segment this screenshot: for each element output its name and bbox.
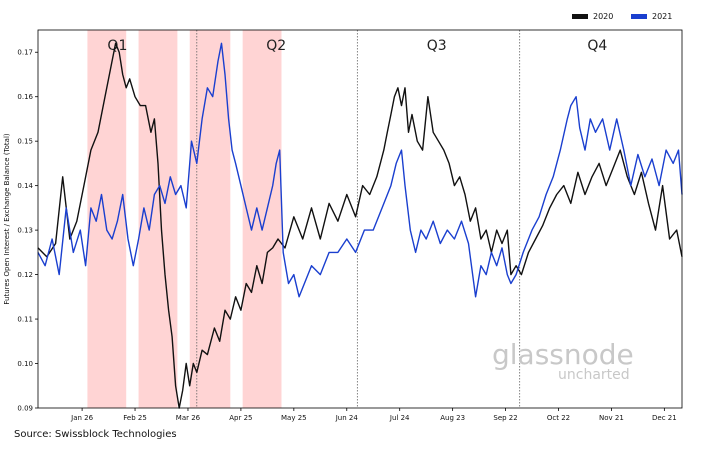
- x-tick-label: Feb 25: [123, 414, 147, 422]
- quarter-label: Q3: [427, 38, 447, 54]
- legend-item-2020: 2020: [572, 12, 613, 21]
- shaded-band: [87, 30, 127, 408]
- legend-item-2021: 2021: [631, 12, 672, 21]
- series-line-2020: [37, 42, 683, 409]
- y-tick-label: 0.12: [17, 271, 33, 279]
- series-lines: [37, 42, 683, 409]
- quarter-label: Q4: [587, 38, 607, 54]
- quarter-dividers: [196, 30, 521, 408]
- legend-swatch: [631, 14, 647, 19]
- y-tick-label: 0.10: [17, 360, 33, 368]
- y-tick-label: 0.14: [17, 182, 33, 190]
- x-tick-label: Sep 22: [493, 414, 517, 422]
- legend-label: 2021: [652, 12, 673, 21]
- shaded-band: [189, 30, 231, 408]
- source-caption: Source: Swissblock Technologies: [14, 429, 177, 440]
- y-axis-label: Futures Open Interest / Exchange Balance…: [3, 133, 11, 305]
- x-tick-label: Mar 26: [176, 414, 201, 422]
- x-tick-label: Nov 21: [599, 414, 624, 422]
- x-tick-label: Dec 21: [652, 414, 677, 422]
- x-axis: Jan 26 Feb 25 Mar 26 Apr 25 May 25 Jun 24 Jul …: [70, 408, 677, 422]
- quarter-labels: Q1 Q2 Q3 Q4: [107, 38, 607, 54]
- y-tick-label: 0.16: [17, 93, 33, 101]
- x-tick-label: Jun 24: [335, 414, 359, 422]
- x-tick-label: Oct 22: [547, 414, 570, 422]
- y-tick-label: 0.17: [17, 49, 33, 57]
- watermark-sub: uncharted: [558, 367, 630, 383]
- quarter-shading: [87, 30, 282, 408]
- shaded-band: [138, 30, 178, 408]
- x-tick-label: Apr 25: [229, 414, 252, 422]
- x-tick-label: Jul 24: [389, 414, 410, 422]
- legend-label: 2020: [593, 12, 614, 21]
- plot-frame: [37, 29, 683, 409]
- watermark-brand: glassnode: [492, 338, 634, 371]
- legend-swatch: [572, 14, 588, 19]
- series-line-2021: [37, 42, 683, 298]
- x-tick-label: Jan 26: [70, 414, 93, 422]
- y-axis: 0.09 0.10 0.11 0.12 0.13 0.14 0.15 0.16 0.17: [17, 49, 38, 413]
- y-tick-label: 0.09: [17, 405, 33, 413]
- y-tick-label: 0.13: [17, 227, 33, 235]
- y-tick-label: 0.11: [17, 316, 33, 324]
- x-tick-label: May 25: [281, 414, 307, 422]
- y-tick-label: 0.15: [17, 138, 33, 146]
- quarter-label: Q2: [266, 38, 286, 54]
- x-tick-label: Aug 23: [440, 414, 465, 422]
